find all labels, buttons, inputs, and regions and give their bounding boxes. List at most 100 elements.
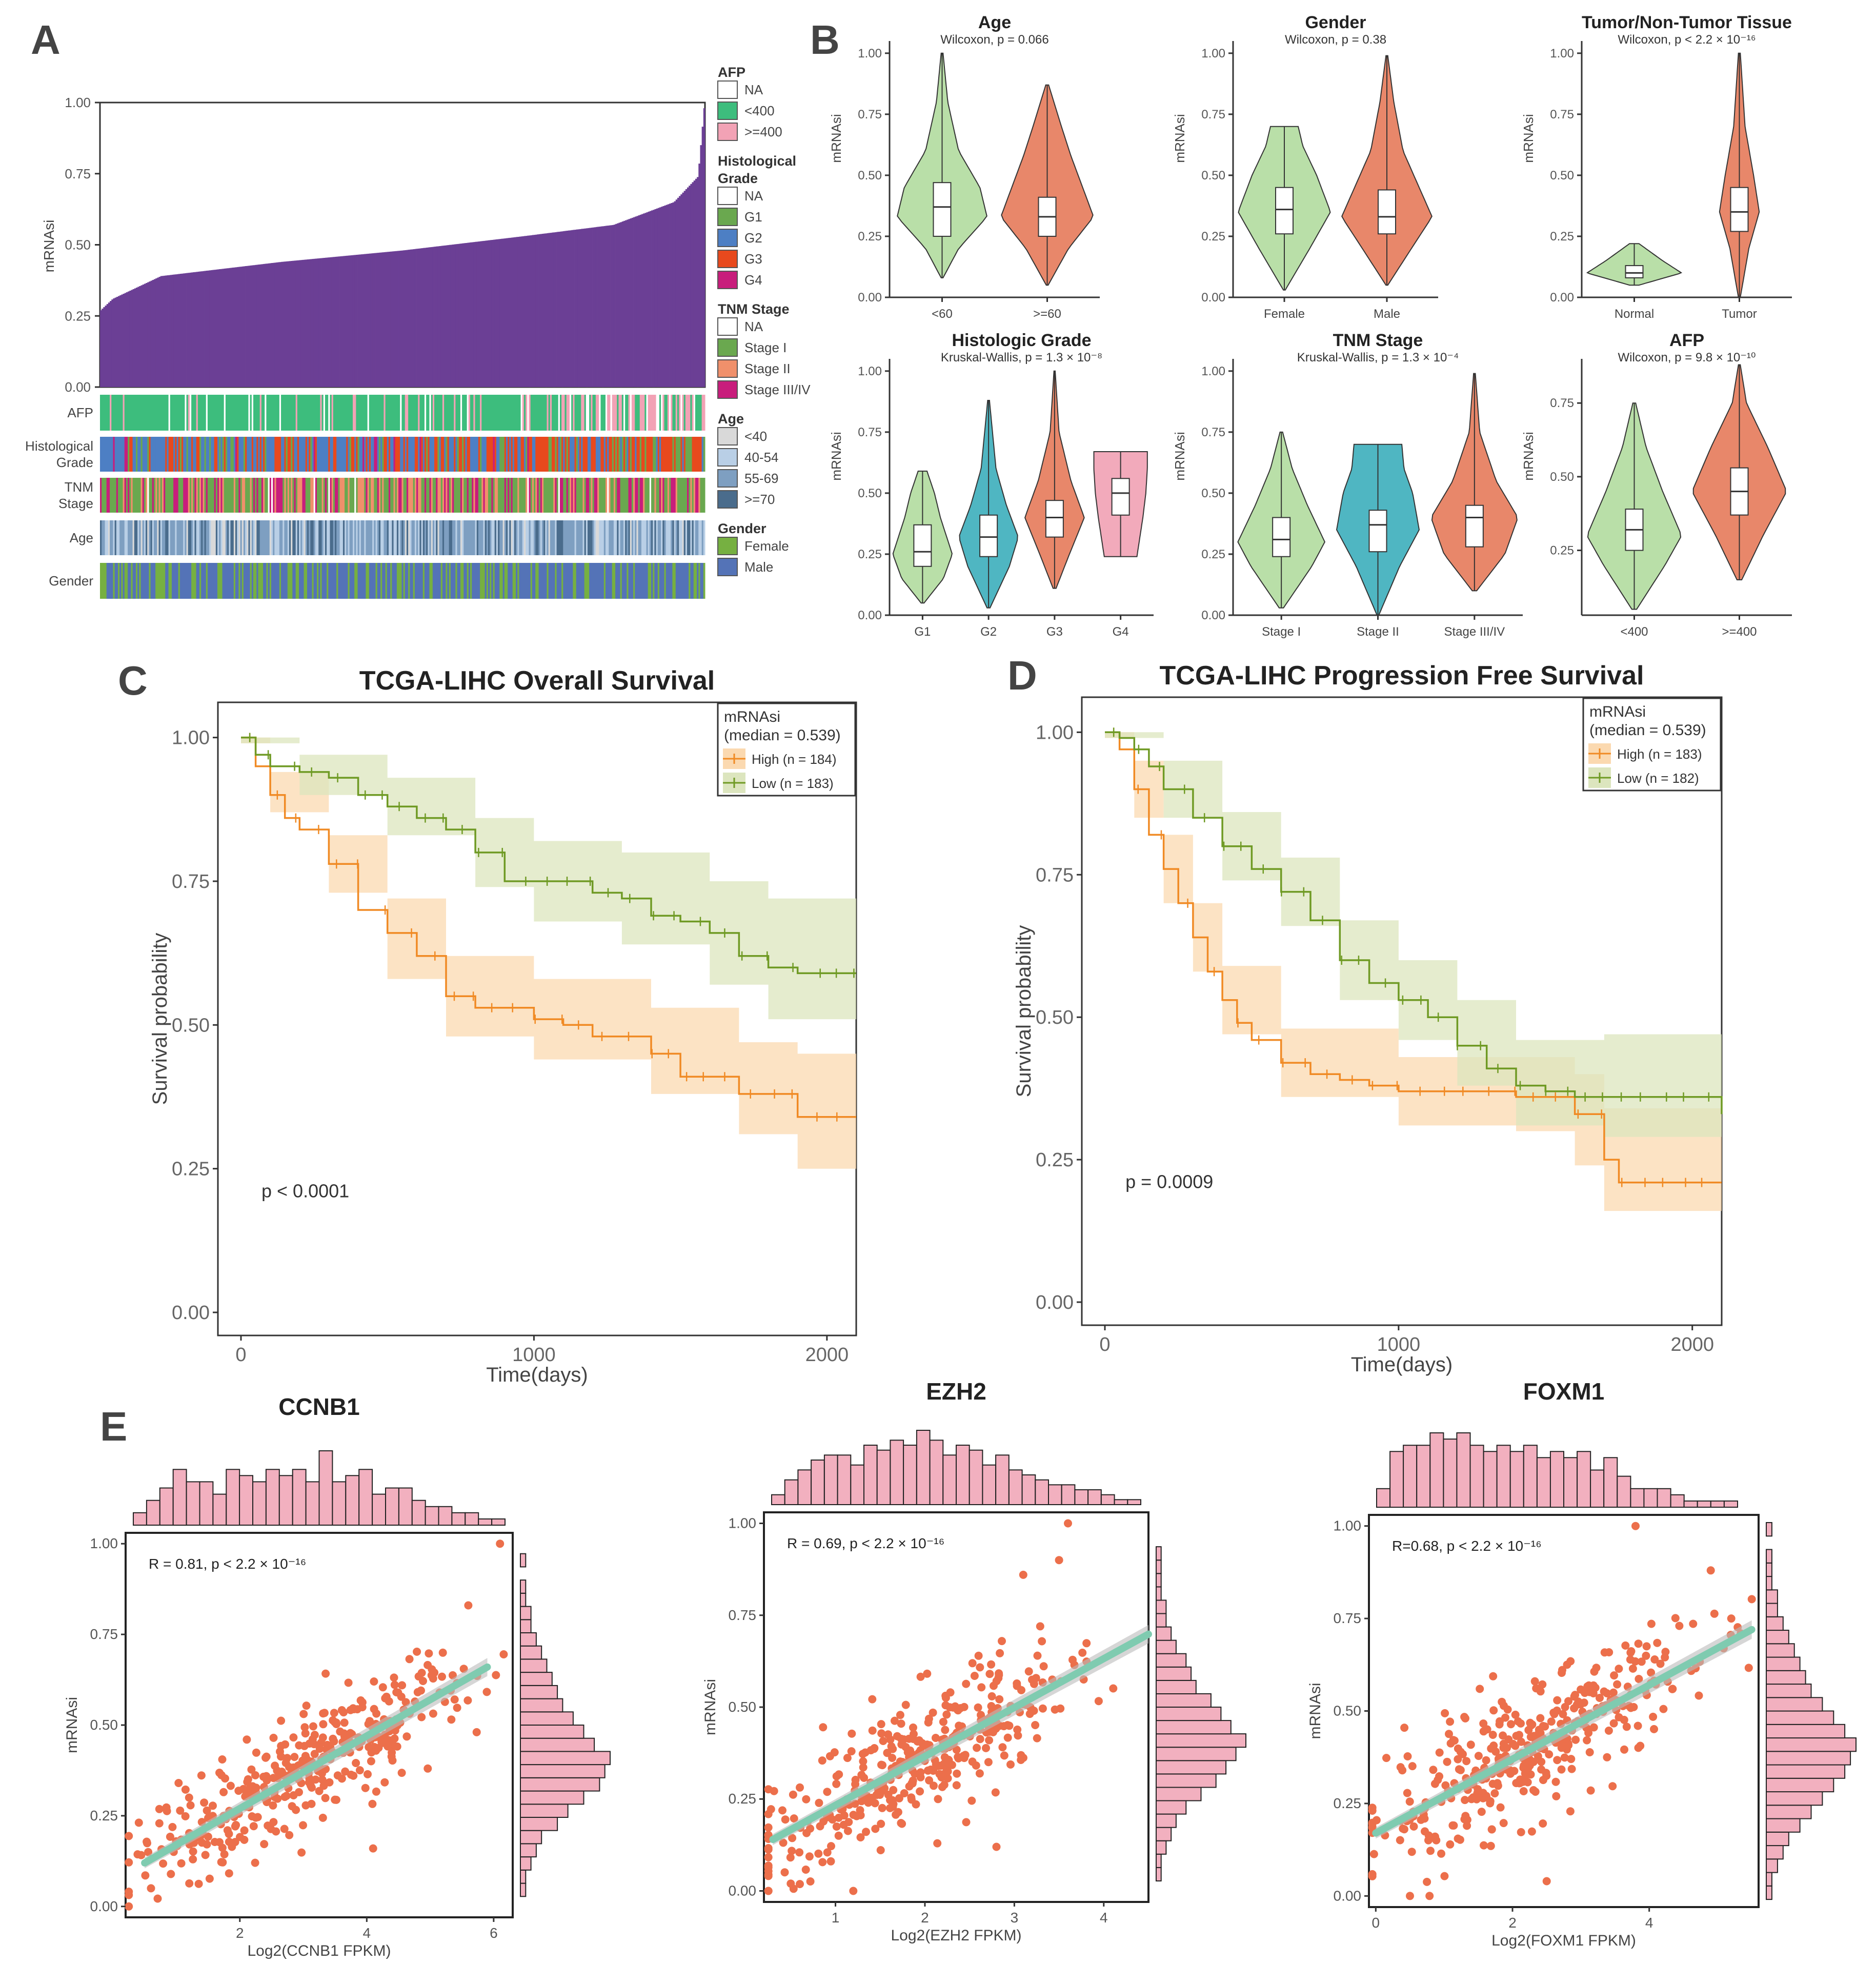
mrnasi-bar (408, 250, 410, 387)
right-histogram-bar (1156, 1613, 1167, 1628)
track-cell-stage (635, 478, 637, 513)
top-histogram-bar (212, 1493, 227, 1526)
track-cell-grade (597, 437, 599, 472)
mrnasi-bar (685, 189, 688, 387)
track-cell-gender (675, 563, 678, 599)
track-cell-afp (493, 395, 495, 431)
track-cell-grade (224, 437, 226, 472)
mrnasi-bar (623, 220, 626, 387)
track-cell-afp (669, 395, 671, 431)
track-cell-gender (263, 563, 265, 599)
track-cell-afp (318, 395, 320, 431)
track-cell-gender (589, 563, 591, 599)
track-cell-afp (635, 395, 637, 431)
track-cell-grade (501, 437, 503, 472)
scatter-point (802, 1829, 811, 1837)
track-cell-afp (215, 395, 218, 431)
scatter-correlation: R=0.68, p < 2.2 × 10⁻¹⁶ (1392, 1538, 1542, 1554)
track-cell-afp (564, 395, 567, 431)
track-cell-grade (140, 437, 143, 472)
track-cell-afp (599, 395, 601, 431)
track-cell-grade (446, 437, 448, 472)
scatter-point (1434, 1776, 1442, 1784)
track-cell-stage (617, 478, 619, 513)
mrnasi-bar (366, 254, 368, 387)
track-cell-age (134, 520, 136, 555)
track-cell-stage (359, 478, 361, 513)
track-cell-stage (286, 478, 288, 513)
scatter-point (232, 1821, 240, 1829)
track-cell-age (586, 520, 588, 555)
track-cell-afp (540, 395, 542, 431)
legend-item-label: 40-54 (744, 450, 779, 465)
track-cell-afp (374, 395, 376, 431)
mrnasi-bar (635, 216, 637, 387)
mrnasi-bar (170, 275, 172, 387)
track-cell-stage (375, 478, 378, 513)
track-cell-gender (534, 563, 536, 599)
track-cell-grade (390, 437, 392, 472)
track-cell-stage (220, 478, 223, 513)
mrnasi-bar (426, 248, 428, 387)
legend-title: TNM Stage (718, 301, 790, 317)
track-cell-afp (671, 395, 673, 431)
track-cell-gender (150, 563, 153, 599)
track-cell-afp (313, 395, 316, 431)
scatter-point (1000, 1751, 1008, 1760)
mrnasi-bar (191, 272, 193, 387)
track-cell-gender (680, 563, 682, 599)
track-cell-afp (480, 395, 482, 431)
track-cell-age (422, 520, 425, 555)
scatter-point (940, 1780, 949, 1789)
track-cell-afp (251, 395, 254, 431)
track-cell-gender (630, 563, 632, 599)
mrnasi-bar (387, 252, 389, 387)
track-cell-afp (698, 395, 700, 431)
mrnasi-bar (605, 226, 608, 387)
scatter-point (1017, 1756, 1025, 1764)
track-cell-age (623, 520, 626, 555)
right-histogram-bar (1766, 1751, 1851, 1766)
track-cell-grade (465, 437, 468, 472)
track-cell-age (336, 520, 338, 555)
scatter-y-tick-label: 0.50 (90, 1717, 118, 1733)
track-cell-gender (543, 563, 546, 599)
scatter-point (815, 1798, 823, 1807)
track-cell-afp (566, 395, 569, 431)
track-cell-grade (360, 437, 363, 472)
mrnasi-bar (656, 208, 658, 387)
track-cell-stage (460, 478, 462, 513)
track-cell-afp (555, 395, 557, 431)
track-cell-age (378, 520, 381, 555)
track-cell-afp (124, 395, 127, 431)
track-cell-afp (665, 395, 668, 431)
mrnasi-bar (137, 287, 139, 387)
track-cell-grade (486, 437, 489, 472)
scatter-point (1369, 1850, 1378, 1858)
track-cell-stage (609, 478, 611, 513)
mrnasi-bar (617, 223, 619, 387)
track-cell-grade (603, 437, 606, 472)
track-cell-gender (155, 563, 157, 599)
scatter-point (1537, 1757, 1546, 1766)
scatter-point (358, 1698, 367, 1707)
track-cell-stage (186, 478, 189, 513)
mrnasi-bar (390, 251, 392, 387)
track-cell-afp (372, 395, 374, 431)
track-cell-stage (263, 478, 265, 513)
scatter-y-label: mRNAsi (702, 1679, 719, 1735)
mrnasi-bar (530, 235, 533, 387)
scatter-point (204, 1832, 212, 1841)
top-histogram-bar (784, 1479, 799, 1505)
track-cell-grade (682, 437, 684, 472)
scatter-point (781, 1815, 790, 1824)
mrnasi-bar (304, 259, 306, 387)
track-cell-age (475, 520, 477, 555)
track-cell-gender (468, 563, 471, 599)
track-cell-grade (470, 437, 472, 472)
track-cell-grade (693, 437, 696, 472)
track-cell-stage (338, 478, 340, 513)
scatter-point (929, 1708, 937, 1717)
track-cell-age (349, 520, 352, 555)
track-cell-afp (292, 395, 294, 431)
